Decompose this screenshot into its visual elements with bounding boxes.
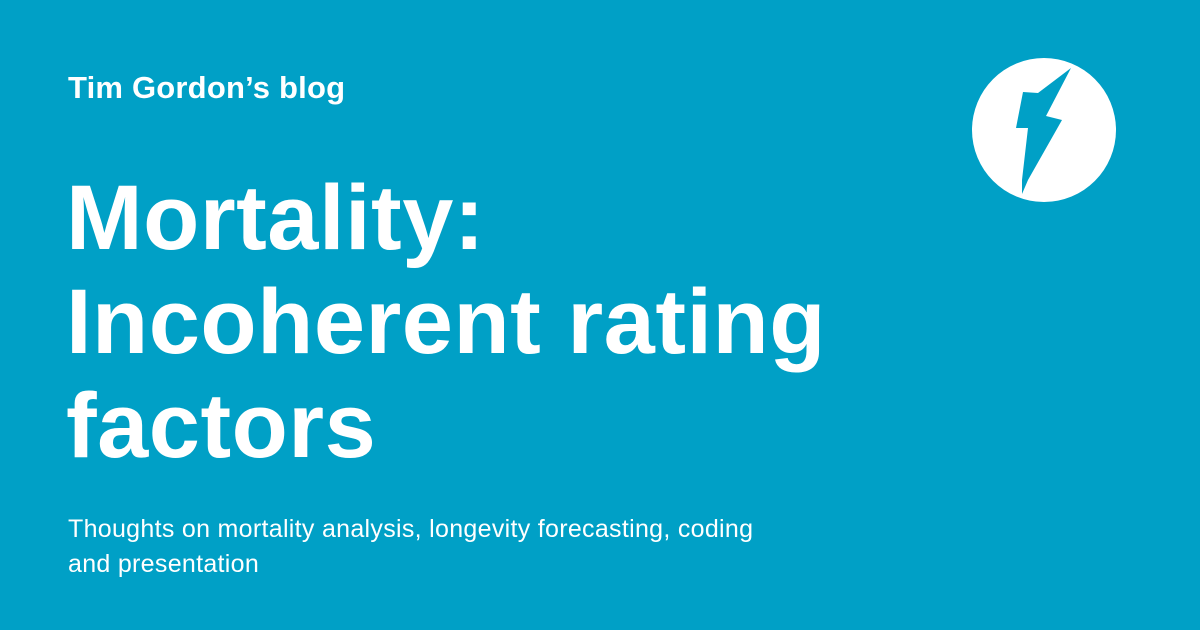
post-title: Mortality: Incoherent rating factors (66, 166, 966, 478)
blog-tagline: Thoughts on mortality analysis, longevit… (68, 512, 888, 582)
blog-tagline-line-1: Thoughts on mortality analysis, longevit… (68, 515, 754, 543)
post-title-line-1: Mortality: (66, 167, 485, 269)
blog-logo (972, 58, 1116, 202)
blog-name: Tim Gordon’s blog (68, 70, 346, 105)
blog-tagline-line-2: and presentation (68, 550, 260, 578)
lightning-bolt-icon (1016, 68, 1071, 194)
post-title-line-2: Incoherent rating (66, 271, 826, 373)
post-title-line-3: factors (66, 375, 377, 477)
